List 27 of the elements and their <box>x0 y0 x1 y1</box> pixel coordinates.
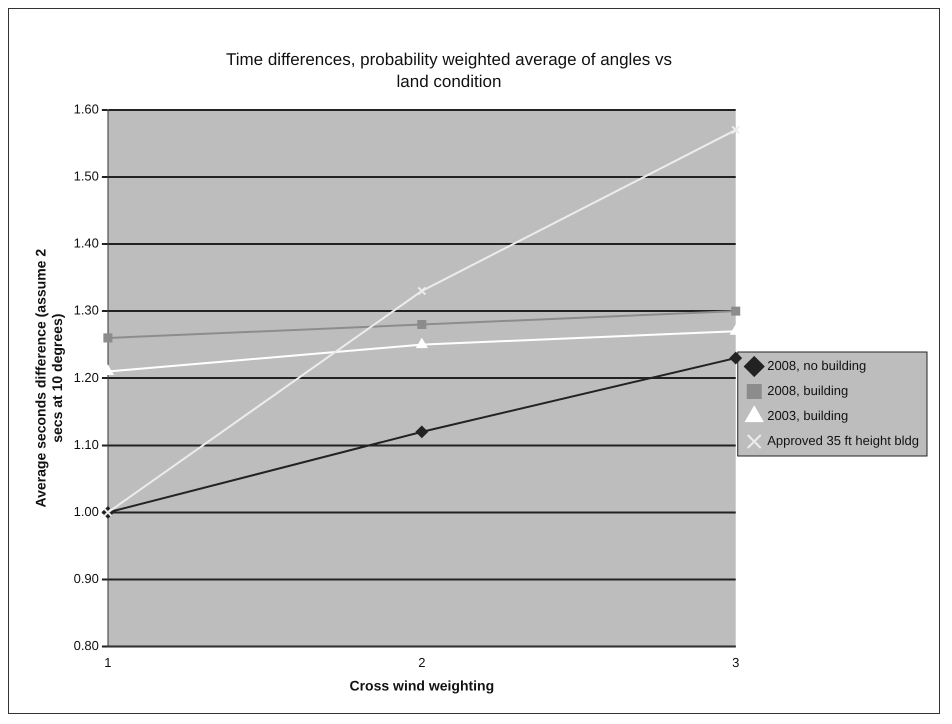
point <box>731 306 740 316</box>
legend-label: Approved 35 ft height bldg <box>767 433 919 448</box>
point <box>417 286 426 296</box>
legend-label: 2003, building <box>767 408 848 424</box>
point <box>730 352 742 364</box>
y-axis-title: Average seconds difference (assume 2 secs at 10 degrees) <box>32 248 66 508</box>
y-tick-label: 1.30 <box>74 302 99 318</box>
y-tick-label: 0.80 <box>74 638 99 654</box>
point <box>417 320 426 330</box>
y-tick-label: 1.10 <box>74 436 99 452</box>
x-axis-title: Cross wind weighting <box>349 677 494 694</box>
chart-title: Time differences, probability weighted average of angles vs land condition <box>224 49 674 93</box>
x-tick-label: 2 <box>418 654 426 670</box>
y-tick-label: 1.40 <box>74 236 99 251</box>
x-tick-label: 1 <box>104 654 112 670</box>
y-tick-label: 1.60 <box>74 101 99 116</box>
point <box>731 125 740 134</box>
point <box>416 338 428 348</box>
legend-label: 2008, building <box>767 383 848 398</box>
point <box>416 426 428 438</box>
point <box>103 333 112 342</box>
y-tick-label: 1.00 <box>74 504 99 519</box>
legend-label: 2008, no building <box>767 358 866 374</box>
x-tick-label: 3 <box>732 654 740 670</box>
y-tick-label: 1.50 <box>74 168 99 184</box>
y-tick-label: 1.20 <box>74 370 99 385</box>
y-tick-label: 0.90 <box>74 571 99 586</box>
